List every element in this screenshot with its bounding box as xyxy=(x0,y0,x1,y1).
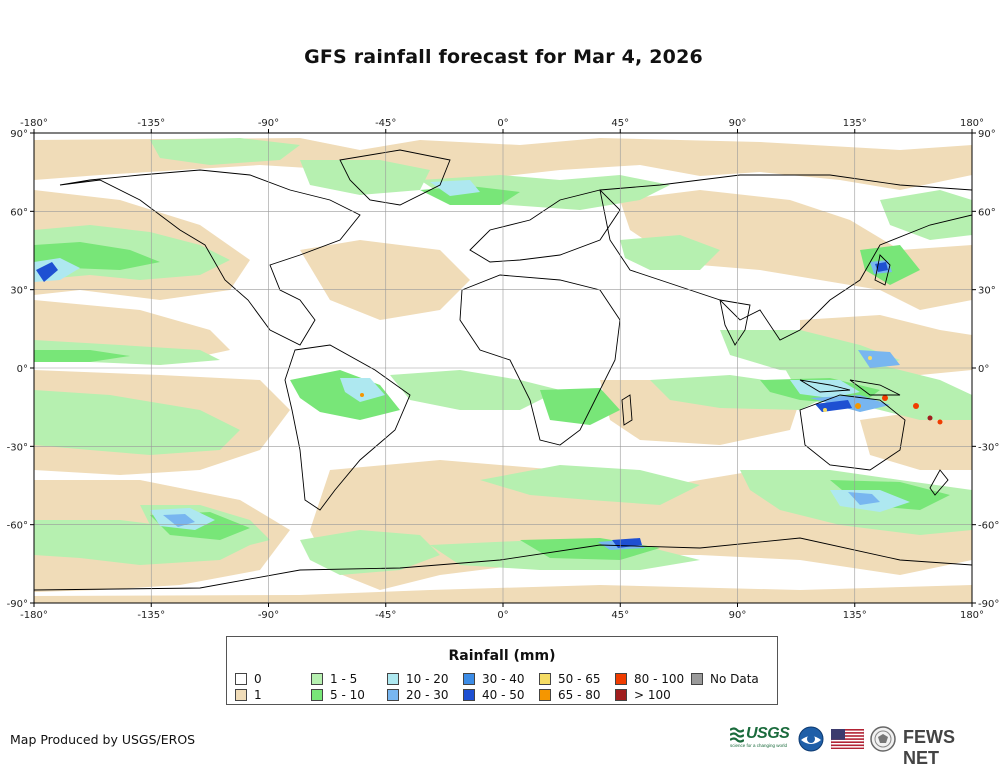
lat-tick-label-right: 0° xyxy=(978,364,989,375)
lon-tick-label: 45° xyxy=(611,118,629,129)
legend-item: 1 xyxy=(235,688,262,702)
legend-item: 0 xyxy=(235,672,262,686)
rainfall-map: -180° -180° -135° -135° -90° -90° -45° -45° 0° 0°… xyxy=(7,118,1000,621)
credit-text: Map Produced by USGS/EROS xyxy=(10,732,196,747)
lon-tick-label: -90° xyxy=(258,610,279,621)
tick-labels: -180° -180° -135° -135° -90° -90° -45° -45° 0° 0°… xyxy=(7,118,1000,621)
legend-item: 1 - 5 xyxy=(311,672,357,686)
lon-tick-label: -180° xyxy=(20,118,48,129)
legend-swatch xyxy=(235,689,247,701)
legend-swatch xyxy=(311,673,323,685)
legend-swatch xyxy=(539,689,551,701)
map-title: GFS rainfall forecast for Mar 4, 2026 xyxy=(304,46,703,68)
lat-tick-label-left: -30° xyxy=(7,442,28,453)
land-outlines xyxy=(34,149,972,591)
usgs-logo: USGS science for a changing world xyxy=(730,725,790,753)
lat-tick-label-right: -90° xyxy=(978,599,999,610)
fews-net-wordmark: FEWS NET xyxy=(903,727,955,768)
lon-tick-label: 180° xyxy=(960,118,984,129)
legend-item: No Data xyxy=(691,672,759,686)
lon-tick-label: 135° xyxy=(843,118,867,129)
rain-heavy-spots xyxy=(360,356,943,425)
lat-tick-label-right: -60° xyxy=(978,521,999,532)
lat-tick-label-left: -90° xyxy=(7,599,28,610)
legend-label: 10 - 20 xyxy=(406,672,449,686)
legend-label: 65 - 80 xyxy=(558,688,601,702)
legend-label: 30 - 40 xyxy=(482,672,525,686)
legend-swatch xyxy=(311,689,323,701)
lon-tick-label: 0° xyxy=(497,118,508,129)
legend-item: 20 - 30 xyxy=(387,688,449,702)
tick-marks xyxy=(30,129,976,607)
lat-tick-label-left: 60° xyxy=(10,207,28,218)
legend-label: 0 xyxy=(254,672,262,686)
state-department-seal-icon xyxy=(870,726,896,752)
lon-tick-label: -45° xyxy=(375,118,396,129)
lat-tick-label-right: 30° xyxy=(978,286,996,297)
legend-label: 5 - 10 xyxy=(330,688,365,702)
legend-label: 20 - 30 xyxy=(406,688,449,702)
lon-tick-label: 90° xyxy=(729,610,747,621)
legend-title: Rainfall (mm) xyxy=(448,648,556,664)
usgs-wave-icon xyxy=(730,727,744,743)
legend-swatch xyxy=(691,673,703,685)
legend-item: 65 - 80 xyxy=(539,688,601,702)
legend-swatch xyxy=(463,689,475,701)
legend-swatch xyxy=(235,673,247,685)
noaa-logo-icon xyxy=(798,726,824,752)
legend: Rainfall (mm) 0 1 1 - 5 5 - 10 10 - 20 20 - 3… xyxy=(226,636,778,705)
lon-tick-label: 180° xyxy=(960,610,984,621)
lon-tick-label: 135° xyxy=(843,610,867,621)
usgs-wordmark: USGS xyxy=(746,725,790,742)
lat-tick-label-left: -60° xyxy=(7,521,28,532)
legend-swatch xyxy=(615,689,627,701)
rain-5-10mm-areas xyxy=(34,186,950,560)
lat-tick-label-right: -30° xyxy=(978,442,999,453)
lat-tick-label-right: 90° xyxy=(978,129,996,140)
legend-label: > 100 xyxy=(634,688,671,702)
usgs-tagline: science for a changing world xyxy=(730,743,788,748)
lat-tick-label-left: 30° xyxy=(10,286,28,297)
lat-tick-label-right: 60° xyxy=(978,207,996,218)
lon-tick-label: -135° xyxy=(137,610,165,621)
legend-swatch xyxy=(463,673,475,685)
lon-tick-label: -135° xyxy=(137,118,165,129)
legend-label: No Data xyxy=(710,672,759,686)
lat-tick-label-left: 0° xyxy=(17,364,28,375)
legend-label: 80 - 100 xyxy=(634,672,685,686)
legend-item: > 100 xyxy=(615,688,671,702)
lon-tick-label: -180° xyxy=(20,610,48,621)
legend-item: 10 - 20 xyxy=(387,672,449,686)
legend-label: 50 - 65 xyxy=(558,672,601,686)
legend-item: 30 - 40 xyxy=(463,672,525,686)
us-flag-icon xyxy=(831,729,864,749)
legend-swatch xyxy=(387,689,399,701)
legend-label: 1 - 5 xyxy=(330,672,358,686)
legend-item: 5 - 10 xyxy=(311,688,365,702)
legend-item: 40 - 50 xyxy=(463,688,525,702)
lon-tick-label: 90° xyxy=(729,118,747,129)
lat-tick-label-left: 90° xyxy=(10,129,28,140)
lon-tick-label: 0° xyxy=(497,610,508,621)
legend-label: 1 xyxy=(254,688,262,702)
legend-swatch xyxy=(387,673,399,685)
legend-swatch xyxy=(539,673,551,685)
legend-swatch xyxy=(615,673,627,685)
lon-tick-label: -90° xyxy=(258,118,279,129)
lon-tick-label: -45° xyxy=(375,610,396,621)
legend-item: 50 - 65 xyxy=(539,672,601,686)
legend-item: 80 - 100 xyxy=(615,672,684,686)
lon-tick-label: 45° xyxy=(611,610,629,621)
legend-label: 40 - 50 xyxy=(482,688,525,702)
